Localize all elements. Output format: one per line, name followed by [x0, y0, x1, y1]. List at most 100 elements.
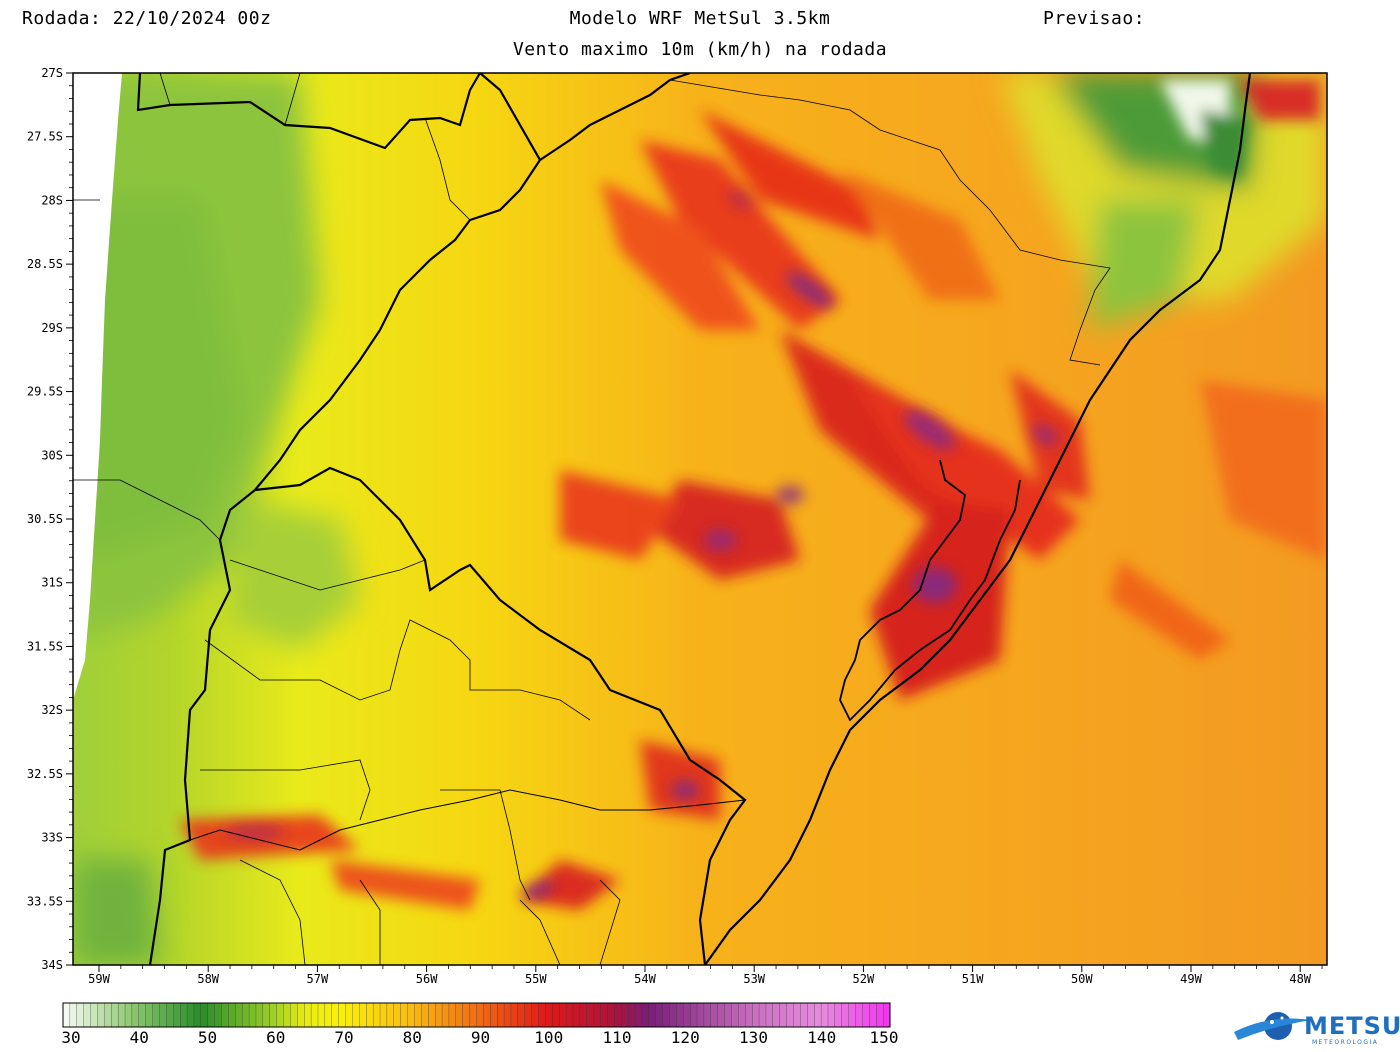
lon-label: 52W [853, 972, 875, 986]
colorbar-segment [669, 1002, 677, 1028]
colorbar-segment [138, 1002, 147, 1028]
colorbar-label: 50 [198, 1028, 217, 1047]
colorbar-segment [634, 1002, 643, 1028]
colorbar-segment [90, 1002, 98, 1028]
colorbar-segment [248, 1002, 257, 1028]
colorbar-segment [855, 1002, 863, 1028]
colorbar-segment [111, 1002, 119, 1028]
colorbar-segment [262, 1002, 271, 1028]
colorbar-segment [758, 1002, 767, 1028]
colorbar-segment [765, 1002, 774, 1028]
colorbar-segment [131, 1002, 140, 1028]
colorbar-segment [152, 1002, 160, 1028]
colorbar-segment [483, 1002, 491, 1028]
colorbar-segment [235, 1002, 243, 1028]
lon-label: 59W [88, 972, 110, 986]
lon-label: 57W [307, 972, 329, 986]
model-title: Modelo WRF MetSul 3.5km [569, 8, 831, 29]
colorbar-label: 120 [671, 1028, 700, 1047]
colorbar-segment [627, 1002, 636, 1028]
colorbar-labels: 30 40 50 60 70 80 90 100 110 120 130 140 150 [61, 1028, 898, 1047]
colorbar-segment [510, 1002, 519, 1028]
lat-label: 29.5S [27, 385, 63, 399]
colorbar-segment [503, 1002, 512, 1028]
logo-name: METSUL [1304, 1012, 1400, 1040]
colorbar-label: 130 [739, 1028, 768, 1047]
colorbar-segment [393, 1002, 402, 1028]
southern-border [189, 789, 746, 851]
wind-field [73, 73, 1327, 965]
colorbar-segment [841, 1002, 850, 1028]
colorbar-label: 30 [61, 1028, 80, 1047]
international-border [136, 73, 481, 150]
colorbar-segment [820, 1002, 829, 1028]
colorbar-segment [207, 1002, 215, 1028]
lon-label: 50W [1071, 972, 1093, 986]
colorbar-segment [434, 1002, 443, 1028]
colorbar-segment [745, 1002, 753, 1028]
colorbar-segment [848, 1002, 856, 1028]
colorbar-segment [827, 1002, 836, 1028]
colorbar-segment [600, 1002, 608, 1028]
colorbar-label: 100 [534, 1028, 563, 1047]
colorbar-label: 90 [471, 1028, 490, 1047]
colorbar-segment [807, 1002, 815, 1028]
colorbar-segment [531, 1002, 539, 1028]
colorbar-segment [476, 1002, 484, 1028]
colorbar-segment [689, 1002, 698, 1028]
colorbar-segment [366, 1002, 374, 1028]
colorbar-segment [545, 1002, 553, 1028]
colorbar-segment [517, 1002, 526, 1028]
colorbar-segment [104, 1002, 112, 1028]
colorbar [62, 1002, 891, 1028]
lat-label: 28S [41, 193, 63, 207]
colorbar-segment [69, 1002, 78, 1028]
colorbar-segment [428, 1002, 436, 1028]
colorbar-segment [703, 1002, 712, 1028]
colorbar-frame [62, 1002, 891, 1028]
colorbar-segment [83, 1002, 91, 1028]
lat-label: 31S [41, 576, 63, 590]
colorbar-label: 70 [334, 1028, 353, 1047]
lon-label: 48W [1289, 972, 1311, 986]
lon-label: 51W [962, 972, 984, 986]
colorbar-segment [876, 1002, 884, 1028]
colorbar-segment [400, 1002, 408, 1028]
colorbar-segment [186, 1002, 195, 1028]
colorbar-segment [724, 1002, 732, 1028]
colorbar-segment [324, 1002, 333, 1028]
globe-swoosh-icon [1234, 1012, 1312, 1040]
colorbar-segment [683, 1002, 691, 1028]
colorbar-segment [297, 1002, 305, 1028]
lat-label: 33S [41, 831, 63, 845]
colorbar-segment [738, 1002, 746, 1028]
colorbar-segment [710, 1002, 719, 1028]
colorbar-segment [276, 1002, 284, 1028]
colorbar-label: 40 [130, 1028, 149, 1047]
colorbar-segment [579, 1002, 588, 1028]
lon-label: 58W [197, 972, 219, 986]
coastline [704, 73, 1252, 965]
colorbar-segment [166, 1002, 174, 1028]
lat-label: 30.5S [27, 512, 63, 526]
state-border-north [148, 73, 542, 965]
colorbar-segment [552, 1002, 560, 1028]
colorbar-segment [800, 1002, 808, 1028]
forecast-label: Previsao: [1043, 8, 1146, 29]
colorbar-segment [869, 1002, 877, 1028]
colorbar-segment [834, 1002, 843, 1028]
colorbar-segment [421, 1002, 429, 1028]
lat-label: 30S [41, 448, 63, 462]
lat-label: 27.5S [27, 130, 63, 144]
colorbar-segment [524, 1002, 532, 1028]
lon-label: 54W [634, 972, 656, 986]
colorbar-segment [696, 1002, 705, 1028]
colorbar-segment [352, 1002, 360, 1028]
colorbar-segment [407, 1002, 415, 1028]
lon-label: 49W [1180, 972, 1202, 986]
colorbar-segment [490, 1002, 498, 1028]
colorbar-segment [572, 1002, 581, 1028]
colorbar-segment [255, 1002, 264, 1028]
colorbar-label: 110 [603, 1028, 632, 1047]
